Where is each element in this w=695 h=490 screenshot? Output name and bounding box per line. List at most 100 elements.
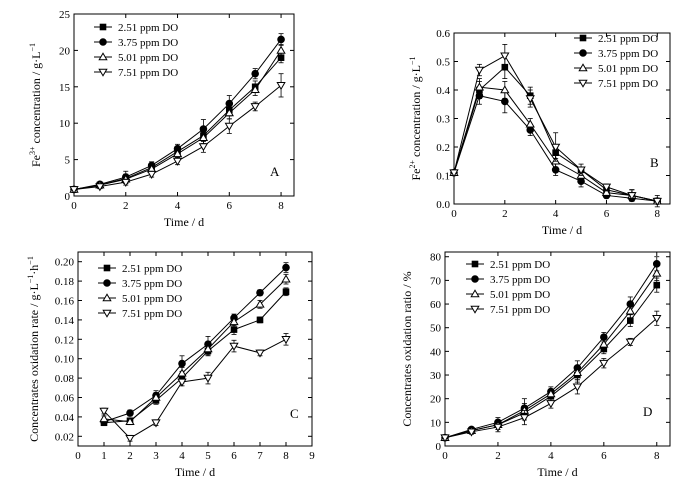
data-point (277, 35, 285, 44)
x-axis-label: Time / d (537, 465, 577, 479)
y-axis-label: Concentrates oxidation rate / g·L−1·h−1 (26, 256, 41, 442)
y-axis-label-unit-sup: −1 (26, 256, 35, 265)
x-tick-label: 8 (283, 450, 289, 462)
y-tick-label: 0.3 (436, 114, 450, 126)
legend-marker (470, 305, 480, 314)
x-tick-label: 2 (502, 208, 508, 220)
data-point (250, 84, 260, 94)
y-axis-label-rest: concentration / g·L (29, 52, 43, 147)
x-tick-label: 4 (175, 200, 181, 212)
y-tick-label: 0.16 (55, 296, 75, 308)
data-point (203, 374, 213, 383)
legend: 2.51 ppm DO 3.75 ppm DO 5.01 ppm DO 7.51 pp… (94, 22, 178, 79)
y-axis-label-main: Fe (409, 169, 423, 181)
series-7-51-ppm-do (449, 44, 662, 208)
panel-label: C (290, 406, 299, 421)
legend-marker (103, 279, 111, 287)
data-point (500, 52, 510, 61)
data-point (493, 423, 503, 432)
data-point (500, 85, 510, 94)
legend-marker (470, 289, 480, 298)
y-tick-label: 0.04 (55, 412, 75, 424)
data-point (653, 281, 661, 289)
series-3-75-ppm-do (100, 262, 290, 426)
x-tick-label: 4 (553, 208, 559, 220)
legend-marker (471, 275, 479, 283)
y-tick-label: 0.6 (436, 28, 450, 40)
data-point (225, 99, 234, 108)
data-point (550, 143, 561, 152)
data-point (652, 197, 662, 206)
y-axis-label-rest: concentration / g·L (409, 65, 423, 160)
x-tick-label: 7 (257, 450, 263, 462)
y-tick-label: 20 (59, 45, 71, 57)
data-point (99, 407, 109, 416)
y-tick-label: 10 (59, 118, 71, 130)
x-tick-label: 6 (231, 450, 237, 462)
x-tick-label: 4 (179, 450, 185, 462)
legend-marker (578, 79, 588, 88)
y-axis-label-main: Concentrates oxidation rate / g·L (27, 283, 41, 442)
chart-panel-c: 0 1 2 3 4 5 6 7 8 9 0.02 0.04 0.06 0.08 0.10 0.12 0.14 0.… (26, 251, 315, 479)
data-point (282, 263, 290, 272)
data-point (230, 326, 238, 333)
legend-label: 7.51 ppm DO (490, 304, 550, 316)
x-tick-label: 8 (654, 450, 660, 462)
data-point (652, 268, 662, 277)
legend-marker (102, 293, 112, 302)
legend-label: 3.75 ppm DO (598, 48, 658, 60)
y-axis-label-main: Fe (29, 155, 43, 167)
x-tick-label: 1 (101, 450, 107, 462)
y-tick-label: 50 (430, 323, 442, 335)
x-tick-label: 8 (655, 208, 661, 220)
legend-marker (579, 49, 587, 57)
chart-panel-a: 0 2 4 6 8 0 5 10 15 20 25 Time / d Fe3+ concentratio… (28, 9, 295, 229)
y-tick-label: 0 (65, 191, 71, 203)
y-tick-label: 0.5 (436, 57, 450, 69)
x-tick-label: 0 (71, 200, 77, 212)
series-5-01-ppm-do (99, 273, 291, 426)
data-point (525, 119, 535, 128)
y-tick-label: 0.14 (55, 315, 75, 327)
legend-label: 2.51 ppm DO (122, 263, 182, 275)
x-tick-label: 4 (548, 450, 554, 462)
data-point (466, 428, 477, 437)
series-line (444, 273, 658, 439)
y-tick-label: 0.1 (436, 171, 450, 183)
legend-label: 3.75 ppm DO (118, 37, 178, 49)
data-point (525, 95, 535, 104)
y-tick-label: 60 (430, 299, 442, 311)
data-point (256, 316, 264, 324)
y-tick-label: 0.20 (55, 257, 75, 269)
data-point (474, 66, 485, 75)
legend-label: 5.01 ppm DO (598, 63, 658, 75)
data-point (546, 389, 556, 398)
series-line (103, 338, 287, 439)
data-point (177, 368, 187, 377)
legend: 2.51 ppm DO 3.75 ppm DO 5.01 ppm DO 7.51 pp… (574, 33, 658, 90)
x-axis-label: Time / d (542, 223, 582, 237)
x-tick-label: 9 (309, 450, 315, 462)
y-axis-label-sup: −1 (26, 275, 35, 284)
y-tick-label: 10 (430, 417, 442, 429)
legend-marker (103, 264, 111, 272)
y-axis-label-unit-sup: −1 (28, 43, 37, 52)
legend-marker (99, 23, 107, 31)
data-point (281, 274, 291, 283)
x-tick-label: 0 (451, 208, 457, 220)
data-point (449, 169, 459, 178)
data-point (99, 414, 109, 423)
data-point (250, 103, 260, 112)
data-point (198, 143, 209, 152)
legend: 2.51 ppm DO 3.75 ppm DO 5.01 ppm DO 7.51 pp… (98, 263, 182, 320)
y-tick-label: 0.10 (55, 354, 75, 366)
data-point (224, 108, 234, 117)
x-tick-label: 6 (604, 208, 610, 220)
legend-marker (578, 63, 588, 72)
legend-label: 7.51 ppm DO (122, 308, 182, 320)
y-axis-label-rest: ·h (27, 265, 41, 275)
y-axis-label: Concentrates oxidation ratio / % (400, 271, 414, 426)
x-tick-label: 2 (123, 200, 129, 212)
y-tick-label: 30 (430, 370, 442, 382)
data-point (625, 338, 635, 347)
